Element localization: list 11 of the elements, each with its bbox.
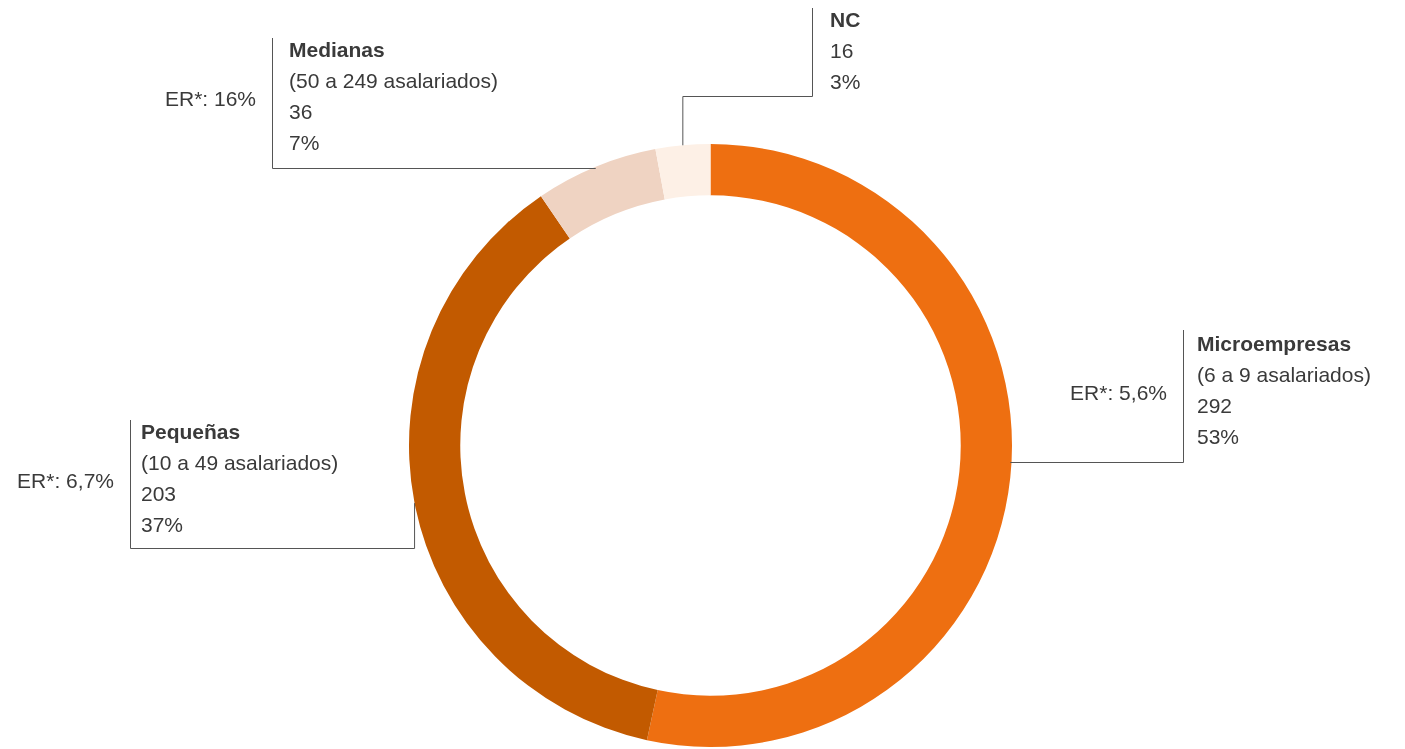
text: ER*: 6,7%: [17, 469, 114, 493]
slice-label: NC: [830, 7, 861, 31]
text: ER*: 5,6%: [1070, 381, 1167, 405]
data-label: 292 53%: [1197, 393, 1240, 448]
slice-label: Pequeñas (10 a 49 asalariados): [141, 419, 339, 474]
data-label: 36 7%: [289, 99, 320, 154]
text: ER*: 16%: [164, 87, 256, 111]
data-label: 16 3%: [830, 38, 861, 93]
slice-label: Medianas (50 a 249 asalariados): [289, 37, 498, 92]
slice-label: Microempresas (6 a 9 asalariados): [1197, 331, 1371, 386]
data-label: 203 37%: [141, 481, 184, 536]
